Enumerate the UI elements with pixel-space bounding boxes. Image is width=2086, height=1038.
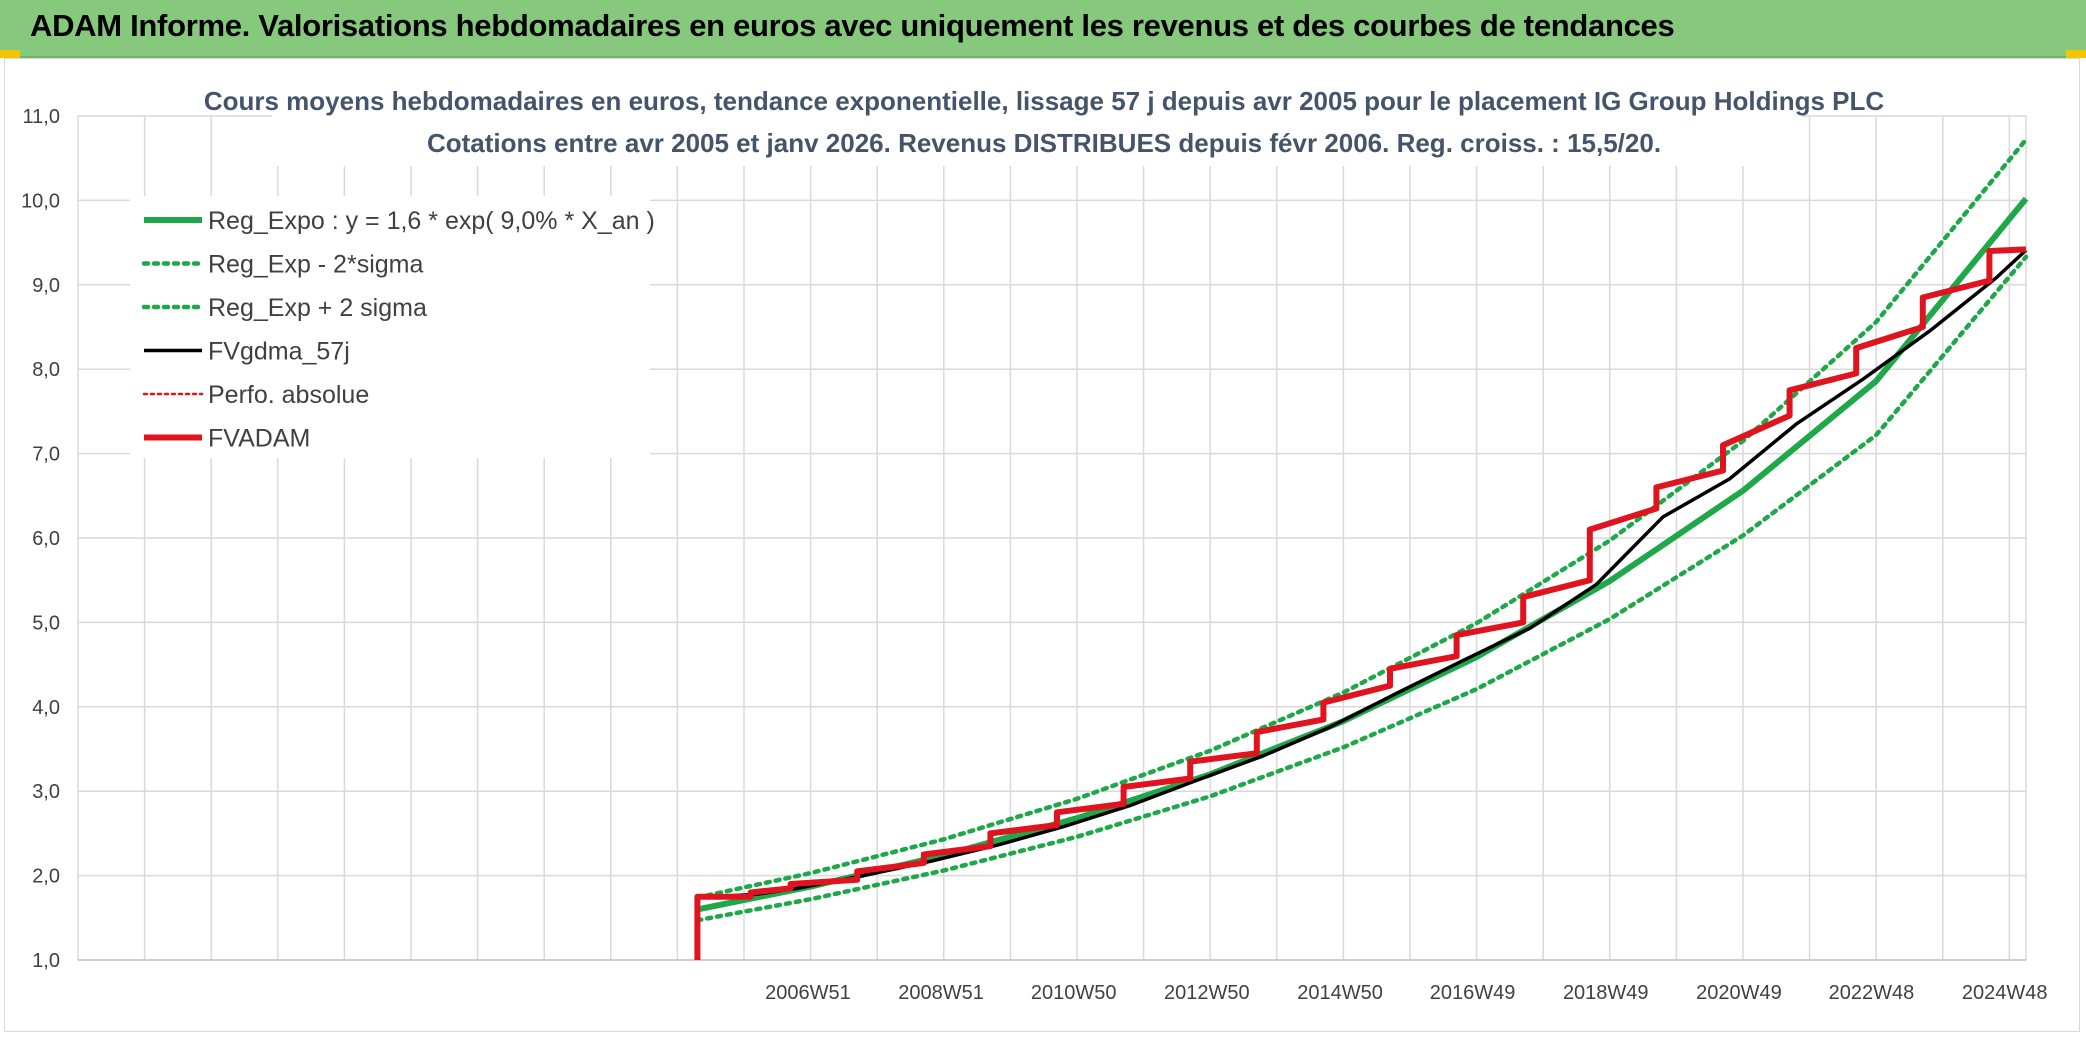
y-tick-label: 1,0 (32, 950, 60, 972)
legend: Reg_Expo : y = 1,6 * exp( 9,0% * X_an ) R… (130, 196, 655, 458)
x-tick-label: 2010W50 (1031, 982, 1117, 1004)
series-line (695, 254, 2029, 923)
chart-frame (4, 58, 2080, 1032)
title-backdrop (272, 78, 1802, 166)
series-line (696, 196, 2029, 913)
chart-subtitle: Cotations entre avr 2005 et janv 2026. R… (427, 128, 1661, 158)
corner-mark-right (2066, 50, 2086, 58)
y-tick-label: 11,0 (23, 106, 60, 128)
series-line (694, 246, 2027, 960)
x-tick-label: 2022W48 (1829, 982, 1915, 1004)
series-line (697, 248, 2028, 900)
report-header: ADAM Informe. Valorisations hebdomadaire… (0, 0, 2086, 58)
x-tick-label: 2012W50 (1164, 982, 1250, 1004)
plot-area (694, 137, 2029, 960)
legend-label: Reg_Expo : y = 1,6 * exp( 9,0% * X_an ) (208, 207, 655, 235)
legend-label: Perfo. absolue (208, 381, 369, 409)
legend-backdrop (130, 196, 650, 458)
y-tick-label: 4,0 (32, 697, 60, 719)
y-tick-label: 2,0 (32, 866, 60, 888)
legend-label: FVADAM (208, 425, 310, 453)
x-tick-label: 2024W48 (1962, 982, 2048, 1004)
series-line (695, 137, 2029, 900)
legend-label: Reg_Exp + 2 sigma (208, 294, 427, 322)
y-axis: 1,0 2,0 3,0 4,0 5,0 6,0 7,0 8,0 9,0 10,0 11,0 (21, 106, 60, 972)
x-tick-label: 2020W49 (1696, 982, 1782, 1004)
x-tick-label: 2008W51 (898, 982, 984, 1004)
y-tick-label: 7,0 (32, 444, 60, 466)
x-tick-label: 2014W50 (1297, 982, 1383, 1004)
y-tick-label: 10,0 (21, 190, 60, 212)
x-tick-label: 2016W49 (1430, 982, 1516, 1004)
x-tick-label: 2006W51 (765, 982, 851, 1004)
y-tick-label: 3,0 (32, 781, 60, 803)
y-tick-label: 5,0 (32, 612, 60, 634)
y-tick-label: 9,0 (32, 275, 60, 297)
legend-label: FVgdma_57j (208, 338, 350, 366)
y-tick-label: 8,0 (32, 359, 60, 381)
x-axis: 2006W51 2008W51 2010W50 2012W50 2014W50 2016W… (765, 982, 2047, 1004)
legend-label: Reg_Exp - 2*sigma (208, 251, 423, 279)
x-tick-label: 2018W49 (1563, 982, 1649, 1004)
y-tick-label: 6,0 (32, 528, 60, 550)
report-title: ADAM Informe. Valorisations hebdomadaire… (30, 8, 1675, 43)
chart-title: Cours moyens hebdomadaires en euros, ten… (204, 86, 1885, 116)
corner-mark-left (0, 50, 20, 58)
